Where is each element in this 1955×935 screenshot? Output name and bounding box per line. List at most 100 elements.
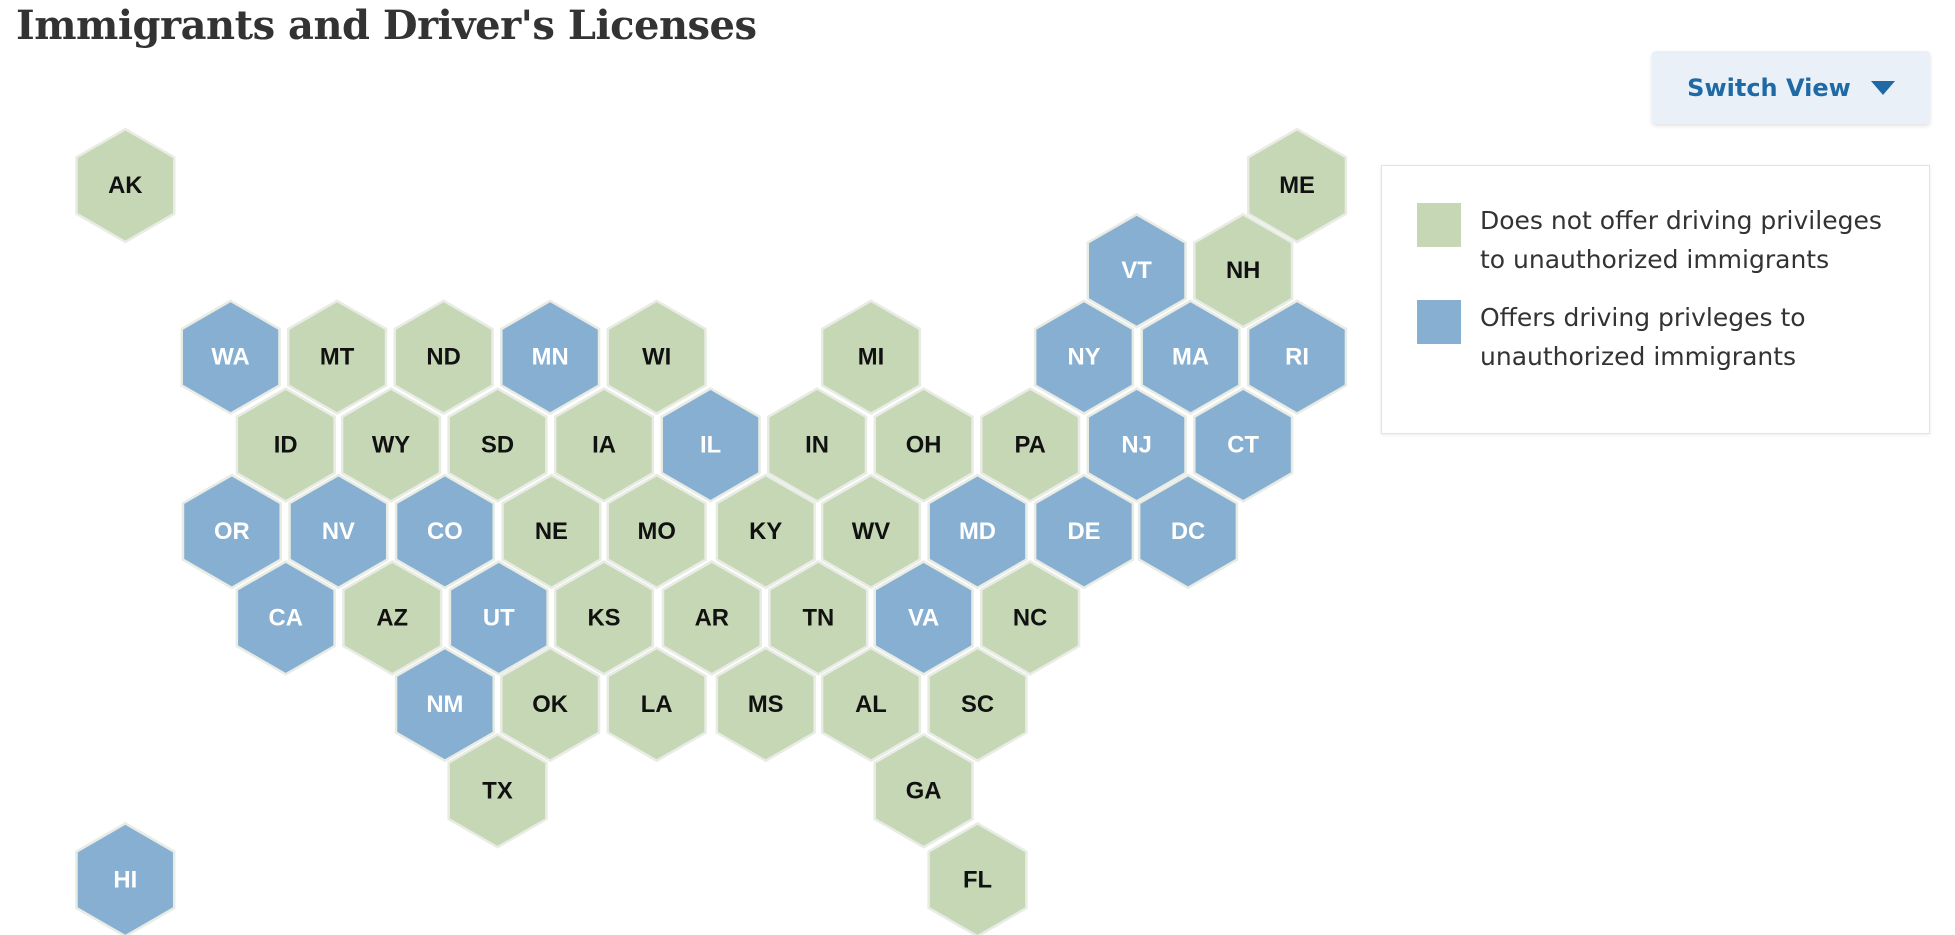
dropdown-arrow[interactable]	[1870, 80, 1895, 95]
legend-swatch	[1417, 203, 1461, 247]
state-hex	[768, 560, 869, 676]
state-hex	[342, 560, 443, 676]
state-label: MI	[858, 344, 884, 371]
state-label: NC	[1013, 604, 1047, 631]
state-hex	[288, 473, 389, 590]
state-hex	[927, 473, 1028, 590]
state-label: NJ	[1121, 431, 1151, 458]
state-label: MT	[320, 344, 355, 371]
legend-swatch	[1417, 300, 1461, 344]
state-label: CT	[1227, 431, 1259, 458]
state-hex	[235, 560, 336, 676]
state-hex	[447, 732, 548, 849]
state-label: AK	[108, 172, 142, 199]
state-label: IL	[700, 431, 721, 458]
state-label: WY	[372, 431, 410, 458]
switch-view-button[interactable]: Switch View	[1652, 51, 1930, 124]
state-label: ID	[274, 431, 298, 458]
state-hex	[873, 732, 974, 849]
state-hex	[661, 560, 762, 676]
state-label: NV	[322, 518, 355, 545]
state-label: OK	[532, 691, 568, 718]
state-label: AZ	[376, 604, 408, 631]
state-hex	[766, 387, 868, 503]
state-label: MD	[959, 518, 996, 545]
state-hex	[1193, 212, 1294, 329]
state-hex	[394, 646, 496, 763]
state-hex	[1246, 299, 1348, 416]
state-label: FL	[963, 866, 992, 893]
state-label: LA	[641, 691, 673, 718]
state-hex	[927, 646, 1028, 763]
state-label: OR	[214, 518, 250, 545]
state-hex	[447, 387, 548, 503]
state-hex	[873, 560, 974, 676]
state-label: MN	[532, 344, 569, 371]
state-hex	[820, 299, 922, 416]
state-hex	[553, 560, 655, 676]
button-label[interactable]: Switch View	[1687, 73, 1851, 102]
state-label: CO	[427, 518, 463, 545]
state-label: HI	[113, 866, 137, 893]
state-hex	[340, 387, 442, 503]
state-hex	[1140, 299, 1241, 416]
legend: Does not offer driving privileges to una…	[1381, 165, 1930, 434]
state-label: MO	[638, 518, 676, 545]
state-hex	[606, 646, 707, 763]
state-hex	[980, 387, 1081, 503]
state-label: KS	[588, 604, 621, 631]
page-title: Immigrants and Driver's Licenses	[16, 2, 757, 49]
state-hex	[873, 387, 974, 503]
state-label: UT	[483, 604, 515, 631]
state-label: DE	[1067, 518, 1100, 545]
state-hex	[606, 473, 707, 590]
state-hex	[500, 299, 601, 416]
state-label: TN	[802, 604, 834, 631]
state-label: SD	[481, 431, 514, 458]
state-label: AL	[855, 691, 887, 718]
state-label: WV	[852, 518, 890, 545]
state-hex	[1033, 473, 1135, 590]
state-hex	[1137, 473, 1239, 590]
state-label: NM	[426, 691, 463, 718]
legend-label: Offers driving privleges to unauthorized…	[1480, 303, 1806, 371]
state-label: CA	[269, 604, 303, 631]
state-hex	[394, 473, 496, 590]
state-hex	[820, 473, 922, 590]
legend-label: Does not offer driving privileges to una…	[1480, 206, 1882, 274]
legend-item: Does not offer driving privileges to una…	[1417, 203, 1900, 279]
state-hex	[181, 473, 282, 590]
state-label: NY	[1067, 344, 1100, 371]
state-hex	[286, 299, 388, 416]
state-label: MA	[1172, 344, 1209, 371]
state-label: OH	[906, 431, 942, 458]
state-hex	[75, 821, 176, 935]
state-label: NE	[535, 518, 568, 545]
state-hex	[1086, 387, 1187, 503]
state-label: PA	[1014, 431, 1045, 458]
state-hex	[1086, 212, 1187, 329]
state-hex	[660, 387, 761, 503]
state-hex	[1193, 387, 1294, 503]
state-hex	[235, 387, 336, 503]
state-label: IN	[805, 431, 829, 458]
state-hex	[180, 299, 281, 416]
state-hex	[553, 387, 655, 503]
state-label: AR	[695, 604, 729, 631]
state-label: DC	[1171, 518, 1205, 545]
state-label: WI	[642, 344, 671, 371]
state-label: VA	[908, 604, 939, 631]
state-label: KY	[749, 518, 782, 545]
state-hex	[927, 821, 1028, 935]
state-label: ND	[426, 344, 460, 371]
state-hex	[448, 560, 549, 676]
state-hex	[820, 646, 922, 763]
state-hex	[393, 299, 494, 416]
state-hex	[606, 299, 707, 416]
state-label: NH	[1226, 257, 1260, 284]
state-hex	[980, 560, 1081, 676]
state-hex	[715, 473, 816, 590]
state-hex	[500, 646, 601, 763]
